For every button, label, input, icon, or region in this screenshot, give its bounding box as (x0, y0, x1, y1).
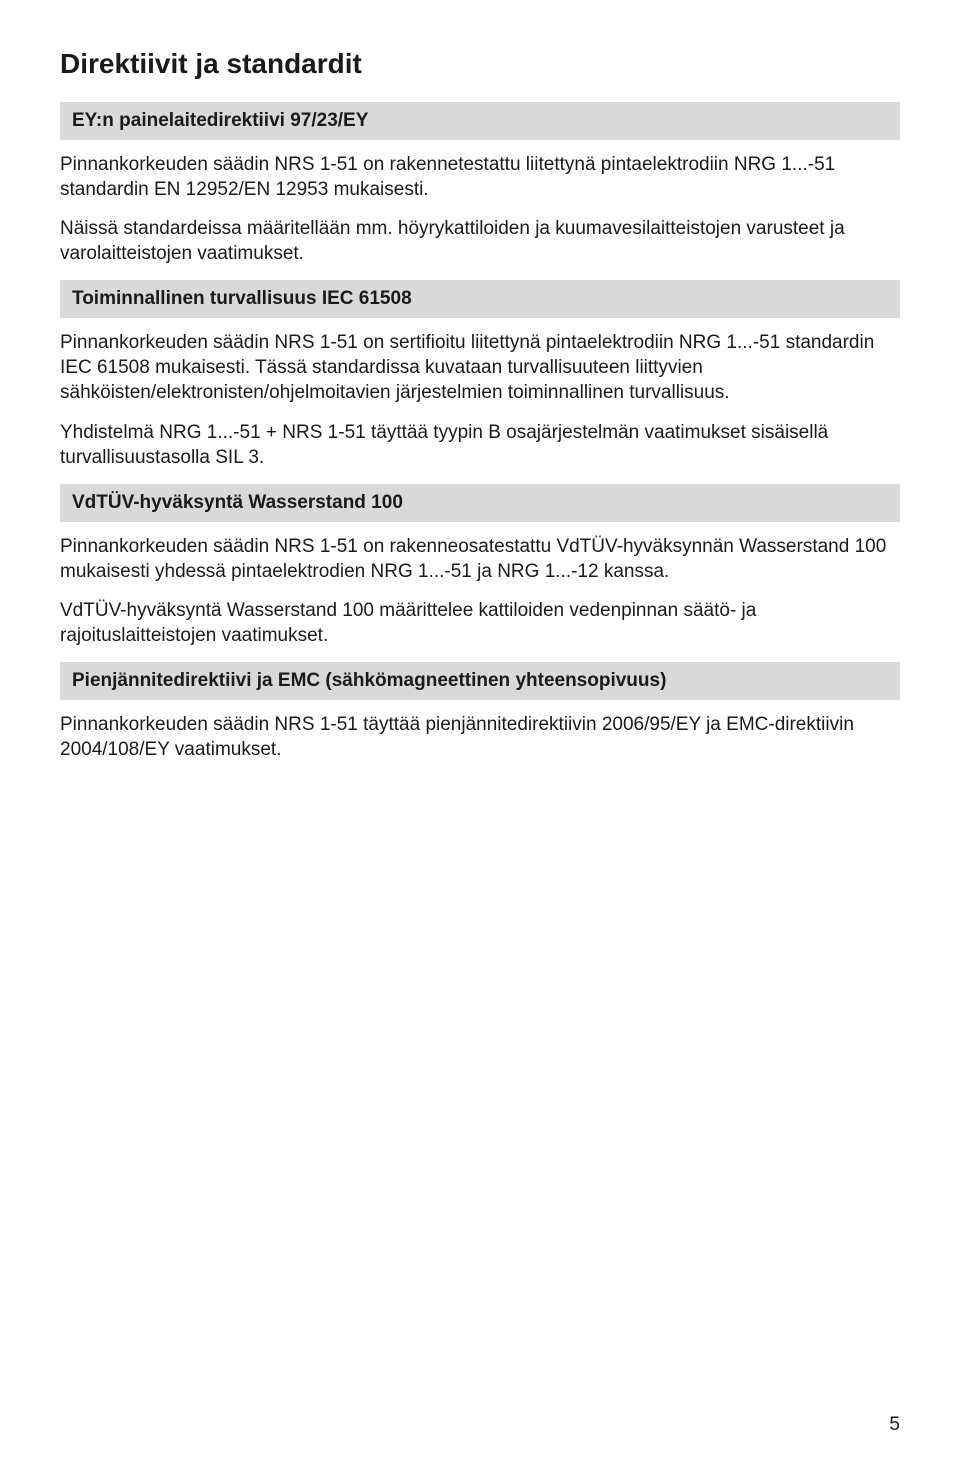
paragraph: Pinnankorkeuden säädin NRS 1-51 on raken… (60, 534, 900, 584)
section-2: Toiminnallinen turvallisuus IEC 61508 Pi… (60, 280, 900, 469)
paragraph: Pinnankorkeuden säädin NRS 1-51 on raken… (60, 152, 900, 202)
page-number: 5 (889, 1414, 900, 1436)
section-3: VdTÜV-hyväksyntä Wasserstand 100 Pinnank… (60, 484, 900, 648)
paragraph: Näissä standardeissa määritellään mm. hö… (60, 216, 900, 266)
section-heading: EY:n painelaitedirektiivi 97/23/EY (60, 102, 900, 140)
page-title: Direktiivit ja standardit (60, 48, 900, 80)
paragraph: Pinnankorkeuden säädin NRS 1-51 on serti… (60, 330, 900, 405)
section-heading: Toiminnallinen turvallisuus IEC 61508 (60, 280, 900, 318)
section-4: Pienjännitedirektiivi ja EMC (sähkömagne… (60, 662, 900, 762)
section-heading: Pienjännitedirektiivi ja EMC (sähkömagne… (60, 662, 900, 700)
section-heading: VdTÜV-hyväksyntä Wasserstand 100 (60, 484, 900, 522)
paragraph: Yhdistelmä NRG 1...-51 + NRS 1-51 täyttä… (60, 420, 900, 470)
section-1: EY:n painelaitedirektiivi 97/23/EY Pinna… (60, 102, 900, 266)
paragraph: VdTÜV-hyväksyntä Wasserstand 100 määritt… (60, 598, 900, 648)
paragraph: Pinnankorkeuden säädin NRS 1-51 täyttää … (60, 712, 900, 762)
